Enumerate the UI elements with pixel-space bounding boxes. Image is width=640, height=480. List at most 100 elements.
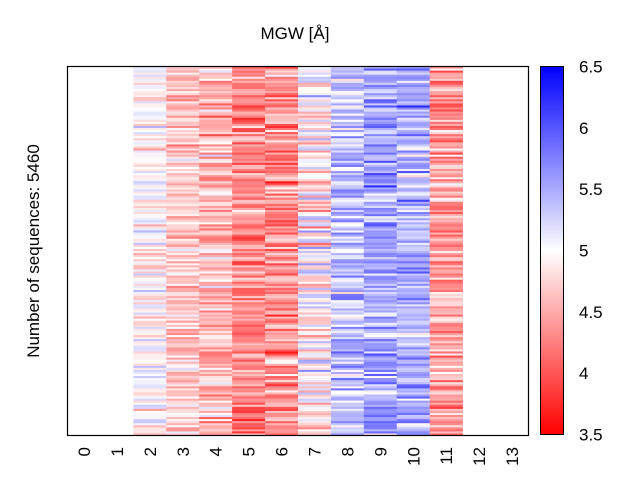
heatmap-cell [133,175,167,178]
heatmap-cell [265,371,299,375]
heatmap-cell [363,169,398,172]
heatmap-cell [265,427,299,430]
heatmap-cell [396,246,431,250]
heatmap-cell [199,207,233,211]
heatmap-cell [166,300,200,303]
heatmap-cell [265,398,299,401]
heatmap-cell [330,257,365,260]
heatmap-cell [429,197,463,201]
heatmap-cell [166,408,200,412]
heatmap-cell [166,144,200,147]
heatmap-cell [133,109,167,112]
heatmap-cell [330,181,365,184]
heatmap-cell [133,328,167,332]
heatmap-cell [429,205,463,209]
heatmap-cell [133,128,167,131]
heatmap-cell [232,425,266,428]
heatmap-cell [298,101,332,104]
heatmap-cell [199,431,233,434]
heatmap-cell [363,181,398,184]
heatmap-cell [265,320,299,324]
heatmap-cell [330,251,365,254]
heatmap-cell [166,400,200,403]
heatmap-cell [298,289,332,293]
heatmap-cell [232,183,266,186]
heatmap-cell [396,384,431,387]
heatmap-cell [363,275,398,278]
heatmap-cell [363,410,398,414]
heatmap-cell [363,415,398,418]
heatmap-cell [363,283,398,287]
heatmap-cell [429,171,463,174]
colorbar-tick-label: 4 [579,364,588,383]
heatmap-cell [429,160,463,164]
heatmap-cell [133,378,167,381]
heatmap-cell [232,298,266,301]
heatmap-cell [363,376,398,379]
heatmap-cell [133,376,167,379]
heatmap-cell [330,224,365,227]
heatmap-cell [232,275,266,278]
heatmap-cell [396,333,431,336]
heatmap-cell [363,273,398,276]
heatmap-cell [298,220,332,223]
heatmap-cell [429,294,463,297]
heatmap-cell [133,421,167,424]
heatmap-cell [166,222,200,225]
heatmap-cell [199,251,233,254]
heatmap-cell [363,322,398,326]
heatmap-cell [166,66,200,69]
heatmap-cell [265,107,299,110]
heatmap-cell [133,164,167,168]
heatmap-cell [199,384,233,387]
heatmap-cell [363,306,398,309]
heatmap-cell [199,296,233,299]
heatmap-cell [232,335,266,338]
heatmap-cell [166,279,200,283]
heatmap-cell [133,380,167,383]
heatmap-cell [429,212,463,215]
heatmap-cell [298,253,332,256]
heatmap-cell [265,382,299,385]
heatmap-cell [429,408,463,412]
heatmap-cell [265,78,299,82]
heatmap-cell [298,218,332,221]
heatmap-cell [429,304,463,307]
heatmap-cell [298,158,332,162]
heatmap-cell [133,343,167,346]
heatmap-cell [199,339,233,342]
heatmap-cell [166,308,200,311]
heatmap-cell [199,189,233,192]
heatmap-cell [298,191,332,194]
heatmap-cell [199,136,233,139]
heatmap-cell [429,328,463,332]
heatmap-cell [429,177,463,180]
heatmap-cell [265,103,299,106]
heatmap-cell [199,257,233,260]
heatmap-cell [133,132,167,135]
heatmap-cell [429,322,463,326]
x-tick-label: 0 [75,447,94,456]
heatmap-cell [199,265,233,268]
heatmap-cell [265,367,299,371]
heatmap-cell [429,82,463,86]
heatmap-cell [429,248,463,252]
heatmap-cell [133,148,167,151]
heatmap-cell [429,339,463,342]
heatmap-cell [363,253,398,256]
heatmap-cell [330,136,365,139]
heatmap-cell [232,408,266,412]
heatmap-cell [330,187,365,190]
heatmap-cell [330,115,365,119]
heatmap-cell [396,398,431,401]
heatmap-cell [429,185,463,188]
heatmap-cell [396,410,431,414]
heatmap-cell [199,310,233,313]
heatmap-cell [330,222,365,225]
heatmap-cell [429,207,463,211]
heatmap-cell [166,101,200,104]
heatmap-cell [265,146,299,149]
heatmap-cell [363,207,398,211]
heatmap-cell [396,236,431,239]
heatmap-cell [133,216,167,219]
